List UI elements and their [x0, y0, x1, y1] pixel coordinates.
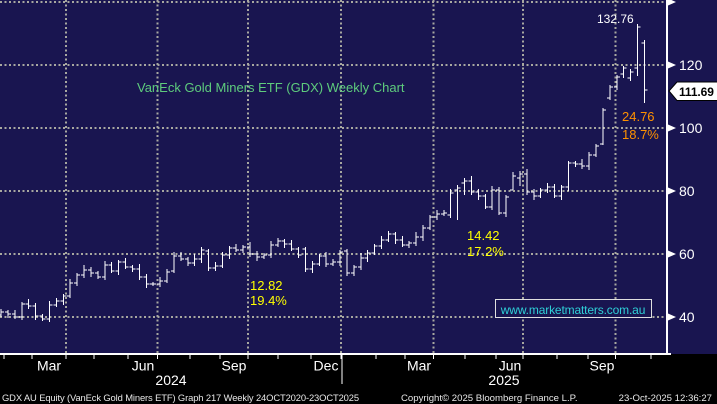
- svg-text:18.7%: 18.7%: [622, 127, 659, 142]
- svg-text:Mar: Mar: [407, 358, 431, 374]
- svg-text:12.82: 12.82: [250, 278, 283, 293]
- svg-text:40: 40: [679, 309, 695, 325]
- svg-text:Copyright© 2025 Bloomberg Fina: Copyright© 2025 Bloomberg Finance L.P.: [401, 393, 578, 404]
- svg-text:80: 80: [679, 183, 695, 199]
- svg-text:60: 60: [679, 246, 695, 262]
- svg-text:24.76: 24.76: [622, 109, 655, 124]
- svg-text:Jun: Jun: [132, 358, 155, 374]
- svg-text:14.42: 14.42: [467, 228, 500, 243]
- svg-text:19.4%: 19.4%: [250, 293, 287, 308]
- svg-text:2024: 2024: [155, 372, 186, 388]
- svg-text:Dec: Dec: [314, 358, 339, 374]
- svg-text:Sep: Sep: [222, 358, 247, 374]
- svg-text:www.marketmatters.com.au: www.marketmatters.com.au: [500, 303, 645, 317]
- svg-text:132.76: 132.76: [597, 12, 634, 26]
- svg-text:Sep: Sep: [590, 358, 615, 374]
- svg-text:GDX AU Equity (VanEck Gold Min: GDX AU Equity (VanEck Gold Miners ETF) G…: [2, 392, 359, 403]
- svg-text:Jun: Jun: [499, 358, 522, 374]
- svg-text:111.69: 111.69: [679, 85, 714, 99]
- svg-text:Mar: Mar: [37, 358, 61, 374]
- svg-text:VanEck Gold Miners ETF (GDX) W: VanEck Gold Miners ETF (GDX) Weekly Char…: [137, 80, 405, 95]
- svg-text:17.2%: 17.2%: [467, 244, 504, 259]
- svg-text:23-Oct-2025 12:36:27: 23-Oct-2025 12:36:27: [619, 393, 712, 404]
- svg-text:2025: 2025: [488, 372, 519, 388]
- svg-text:100: 100: [679, 120, 703, 136]
- svg-text:120: 120: [679, 57, 703, 73]
